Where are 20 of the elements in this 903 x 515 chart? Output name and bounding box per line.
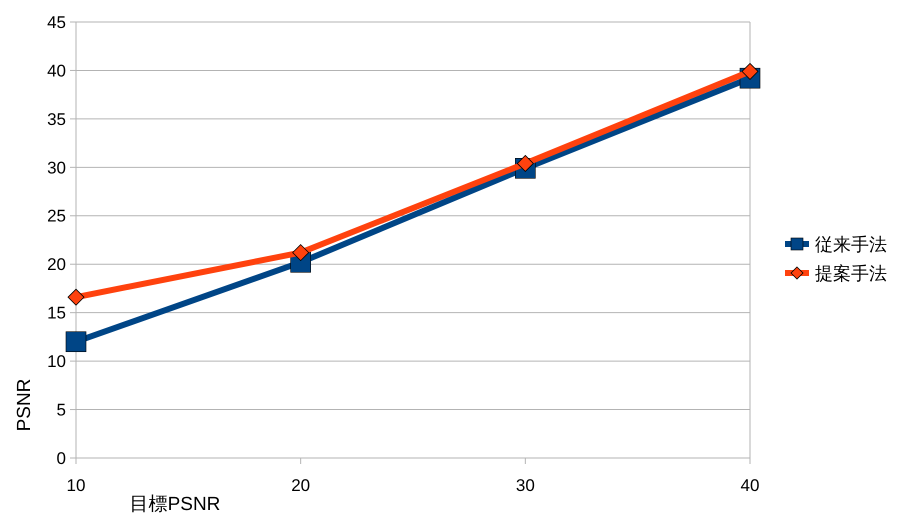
x-tick-label: 40 xyxy=(740,476,760,495)
y-tick-label: 10 xyxy=(47,352,66,372)
y-axis-title: PSNR xyxy=(14,378,35,432)
legend-label: 従来手法 xyxy=(815,234,887,254)
y-tick-label: 40 xyxy=(47,61,66,80)
x-tick-label: 30 xyxy=(516,476,535,495)
point xyxy=(68,288,84,306)
point xyxy=(292,244,310,261)
x-tick-label: 20 xyxy=(291,476,310,495)
legend-label: 提案手法 xyxy=(815,263,887,284)
y-tick-label: 25 xyxy=(47,206,66,226)
y-tick-label: 5 xyxy=(56,400,66,420)
point xyxy=(66,331,86,352)
y-tick-label: 30 xyxy=(47,158,66,178)
y-tick-label: 45 xyxy=(47,12,66,32)
y-tick-label: 0 xyxy=(56,448,66,468)
y-tick-label: 20 xyxy=(47,255,66,274)
y-tick-label: 15 xyxy=(47,304,66,323)
y-tick-label: 35 xyxy=(47,110,66,129)
x-axis-title: 目標PSNR xyxy=(130,494,220,515)
